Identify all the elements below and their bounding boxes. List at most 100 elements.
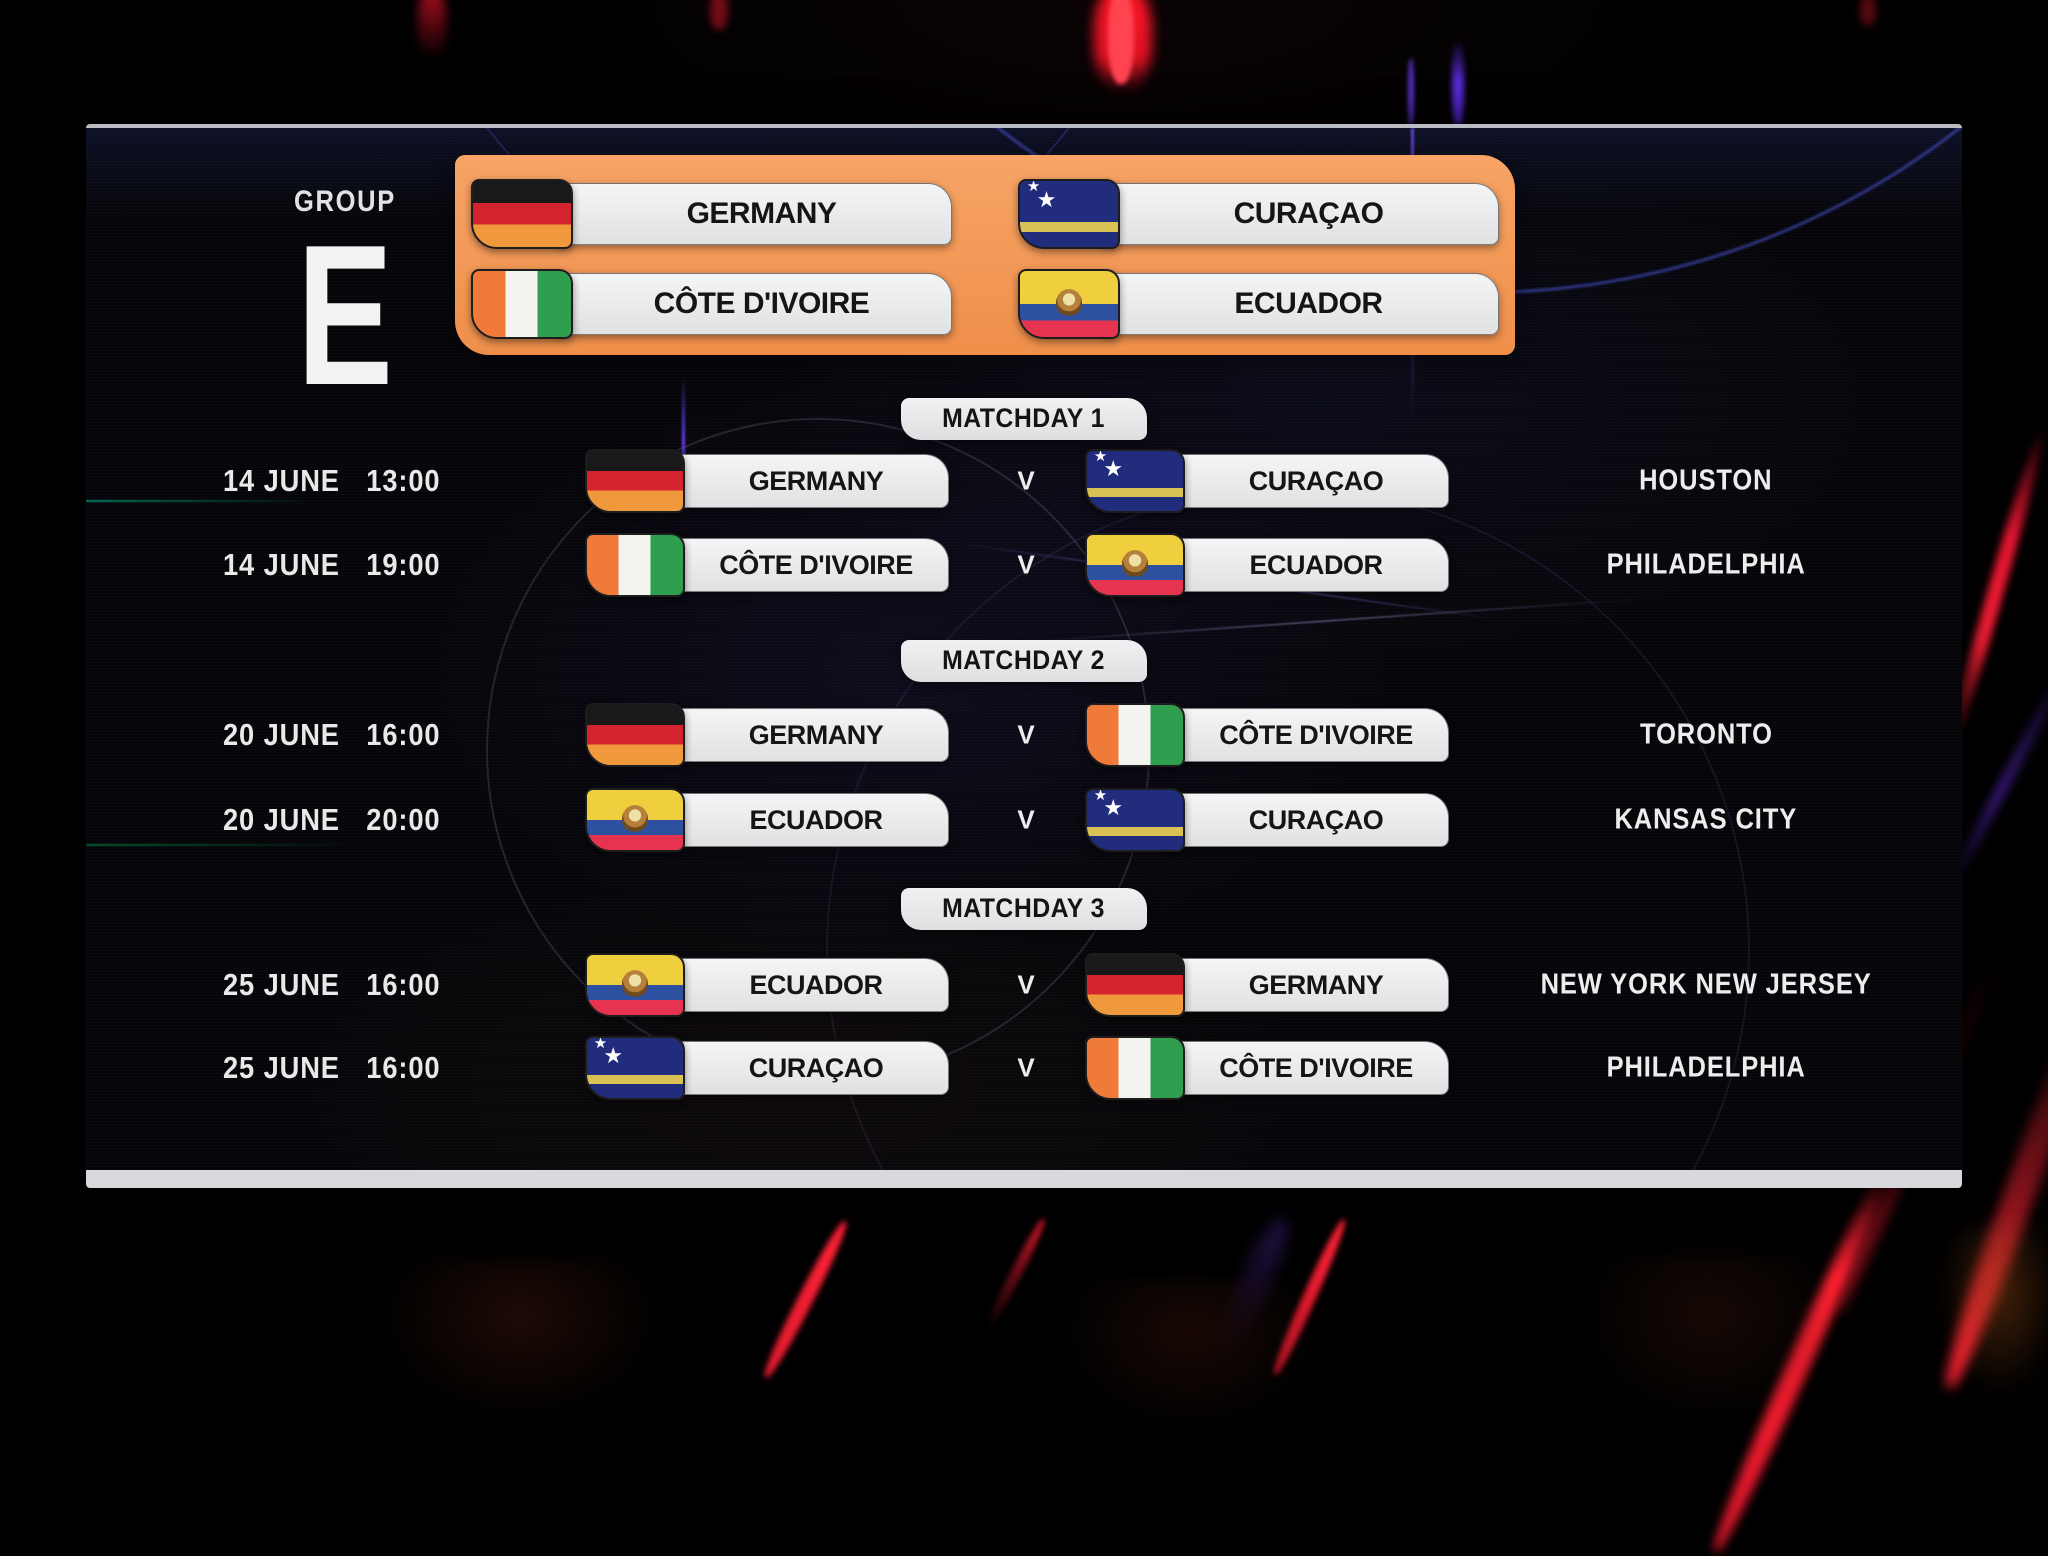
red-light-streak xyxy=(710,0,728,30)
purple-line-decoration xyxy=(1006,597,1646,645)
match-datetime: 20 JUNE 16:00 xyxy=(223,717,470,753)
match-date: 14 JUNE xyxy=(223,463,340,498)
match-datetime: 14 JUNE 19:00 xyxy=(223,547,470,583)
match-city: HOUSTON xyxy=(1639,464,1773,497)
red-light-streak xyxy=(982,1216,1049,1333)
match-time: 19:00 xyxy=(366,547,441,582)
team-name: CURAÇAO xyxy=(1169,793,1449,847)
team-name: CURAÇAO xyxy=(1104,183,1499,245)
home-team-card: ECUADOR xyxy=(585,953,949,1017)
match-datetime: 20 JUNE 20:00 xyxy=(223,802,470,838)
team-name: CURAÇAO xyxy=(669,1041,949,1095)
team-flag xyxy=(1085,449,1185,513)
team-name: CURAÇAO xyxy=(1169,454,1449,508)
team-name: GERMANY xyxy=(1169,958,1449,1012)
crowd-silhouette xyxy=(380,1260,660,1420)
match-datetime: 14 JUNE 13:00 xyxy=(223,463,470,499)
group-team-card: CURAÇAO xyxy=(1018,179,1499,249)
match-time: 16:00 xyxy=(366,717,441,752)
team-name: CÔTE D'IVOIRE xyxy=(1169,708,1449,762)
home-team-card: GERMANY xyxy=(585,449,949,513)
away-team-card: ECUADOR xyxy=(1085,533,1449,597)
matchday-label: MATCHDAY 2 xyxy=(901,640,1147,682)
matchday-label: MATCHDAY 3 xyxy=(901,888,1147,930)
match-row: 14 JUNE 13:00 GERMANY V CURAÇAO HOUSTON xyxy=(86,448,1962,514)
vs-label: V xyxy=(1017,465,1035,496)
vs-label: V xyxy=(1017,969,1035,1000)
team-flag xyxy=(585,1036,685,1100)
match-row: 20 JUNE 20:00 ECUADOR V CURAÇAO KANSAS CI… xyxy=(86,787,1962,853)
match-date: 25 JUNE xyxy=(223,967,340,1002)
match-row: 25 JUNE 16:00 CURAÇAO V CÔTE D'IVOIRE PHI… xyxy=(86,1035,1962,1101)
group-team-card: GERMANY xyxy=(471,179,952,249)
team-flag xyxy=(585,703,685,767)
red-light-streak xyxy=(1108,0,1134,84)
team-flag xyxy=(1085,788,1185,852)
team-flag xyxy=(585,533,685,597)
team-name: GERMANY xyxy=(669,708,949,762)
match-time: 13:00 xyxy=(366,463,441,498)
match-city: TORONTO xyxy=(1639,718,1773,751)
vs-label: V xyxy=(1017,1052,1035,1083)
match-row: 14 JUNE 19:00 CÔTE D'IVOIRE V ECUADOR PHI… xyxy=(86,532,1962,598)
match-city: PHILADELPHIA xyxy=(1606,548,1806,581)
group-panel: GERMANY CURAÇAO CÔTE D'IVOIRE ECUADOR xyxy=(455,155,1515,355)
team-flag xyxy=(585,449,685,513)
team-name: GERMANY xyxy=(669,454,949,508)
team-name: CÔTE D'IVOIRE xyxy=(1169,1041,1449,1095)
away-team-card: CURAÇAO xyxy=(1085,788,1449,852)
away-team-card: CURAÇAO xyxy=(1085,449,1449,513)
match-datetime: 25 JUNE 16:00 xyxy=(223,1050,470,1086)
team-flag xyxy=(1018,179,1120,249)
red-light-streak xyxy=(759,1218,852,1381)
purple-light-streak xyxy=(1452,38,1464,128)
vs-label: V xyxy=(1017,804,1035,835)
red-light-streak xyxy=(1860,0,1876,26)
vs-label: V xyxy=(1017,549,1035,580)
team-name: ECUADOR xyxy=(1104,273,1499,335)
away-team-card: CÔTE D'IVOIRE xyxy=(1085,703,1449,767)
team-flag xyxy=(471,179,573,249)
home-team-card: CURAÇAO xyxy=(585,1036,949,1100)
team-name: ECUADOR xyxy=(669,793,949,847)
group-letter: E xyxy=(296,204,394,427)
team-name: ECUADOR xyxy=(669,958,949,1012)
team-flag xyxy=(1018,269,1120,339)
team-flag xyxy=(1085,533,1185,597)
match-time: 16:00 xyxy=(366,967,441,1002)
red-light-streak xyxy=(1705,1154,1901,1556)
match-time: 20:00 xyxy=(366,802,441,837)
group-team-card: ECUADOR xyxy=(1018,269,1499,339)
match-datetime: 25 JUNE 16:00 xyxy=(223,967,470,1003)
team-flag xyxy=(1085,703,1185,767)
match-date: 14 JUNE xyxy=(223,547,340,582)
team-flag xyxy=(585,953,685,1017)
team-name: CÔTE D'IVOIRE xyxy=(669,538,949,592)
match-row: 25 JUNE 16:00 ECUADOR V GERMANY NEW YORK … xyxy=(86,952,1962,1018)
team-name: CÔTE D'IVOIRE xyxy=(557,273,952,335)
home-team-card: GERMANY xyxy=(585,703,949,767)
group-header: GROUP E xyxy=(275,185,415,427)
match-city: NEW YORK NEW JERSEY xyxy=(1540,968,1872,1001)
home-team-card: ECUADOR xyxy=(585,788,949,852)
home-team-card: CÔTE D'IVOIRE xyxy=(585,533,949,597)
team-flag xyxy=(1085,1036,1185,1100)
away-team-card: CÔTE D'IVOIRE xyxy=(1085,1036,1449,1100)
group-team-card: CÔTE D'IVOIRE xyxy=(471,269,952,339)
vs-label: V xyxy=(1017,719,1035,750)
match-date: 20 JUNE xyxy=(223,717,340,752)
led-screen: GROUP E GERMANY CURAÇAO CÔTE D'IVOIRE EC… xyxy=(86,124,1962,1188)
match-row: 20 JUNE 16:00 GERMANY V CÔTE D'IVOIRE TOR… xyxy=(86,702,1962,768)
purple-light-streak xyxy=(1408,58,1414,128)
match-time: 16:00 xyxy=(366,1050,441,1085)
team-flag xyxy=(1085,953,1185,1017)
matchday-label: MATCHDAY 1 xyxy=(901,398,1147,440)
match-date: 20 JUNE xyxy=(223,802,340,837)
team-name: ECUADOR xyxy=(1169,538,1449,592)
match-date: 25 JUNE xyxy=(223,1050,340,1085)
match-city: KANSAS CITY xyxy=(1614,803,1798,836)
away-team-card: GERMANY xyxy=(1085,953,1449,1017)
team-flag xyxy=(471,269,573,339)
team-name: GERMANY xyxy=(557,183,952,245)
red-light-streak xyxy=(418,0,446,60)
